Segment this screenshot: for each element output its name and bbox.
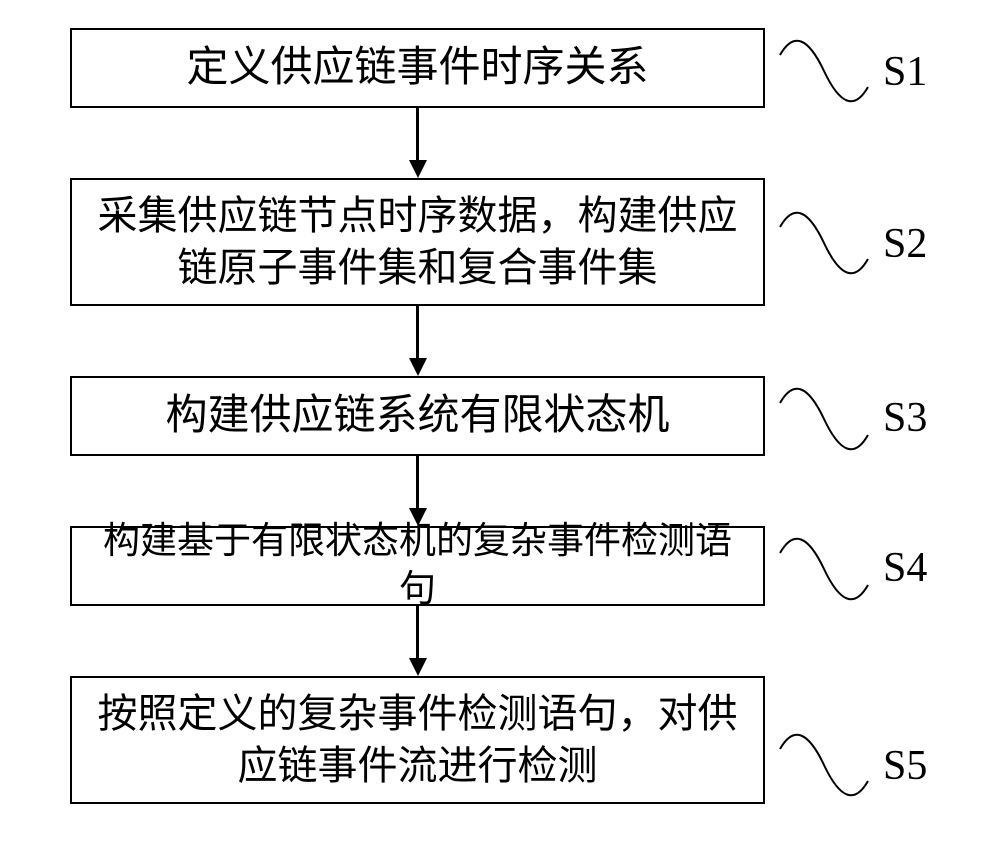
- arrow-3: [416, 456, 419, 508]
- step-text-s3: 构建供应链系统有限状态机: [165, 389, 669, 444]
- step-label-s3: S3: [883, 394, 927, 442]
- arrow-head-icon: [409, 358, 427, 376]
- wave-s5: [775, 724, 873, 806]
- step-box-s3: 构建供应链系统有限状态机: [70, 376, 765, 456]
- arrow-line: [416, 108, 419, 160]
- step-box-s4: 构建基于有限状态机的复杂事件检测语句: [70, 526, 765, 606]
- arrow-4: [416, 606, 419, 658]
- wave-s4: [775, 528, 873, 610]
- arrow-head-icon: [409, 658, 427, 676]
- wave-s2: [775, 202, 873, 284]
- arrow-line: [416, 606, 419, 658]
- arrow-1: [416, 108, 419, 160]
- arrow-2: [416, 306, 419, 358]
- arrow-line: [416, 306, 419, 358]
- arrow-line: [416, 456, 419, 508]
- step-text-s1: 定义供应链事件时序关系: [186, 41, 648, 96]
- step-label-s1: S1: [883, 48, 927, 96]
- wave-s3: [775, 378, 873, 460]
- arrow-head-icon: [409, 508, 427, 526]
- arrow-head-icon: [409, 160, 427, 178]
- step-box-s5: 按照定义的复杂事件检测语句，对供应链事件流进行检测: [70, 676, 765, 804]
- step-label-s2: S2: [883, 220, 927, 268]
- step-label-s4: S4: [883, 544, 927, 592]
- flowchart-container: 定义供应链事件时序关系 S1 采集供应链节点时序数据，构建供应链原子事件集和复合事件…: [0, 0, 1000, 859]
- step-box-s1: 定义供应链事件时序关系: [70, 28, 765, 108]
- step-text-s2: 采集供应链节点时序数据，构建供应链原子事件集和复合事件集: [92, 190, 743, 294]
- wave-s1: [775, 30, 873, 112]
- step-text-s4: 构建基于有限状态机的复杂事件检测语句: [92, 518, 743, 614]
- step-text-s5: 按照定义的复杂事件检测语句，对供应链事件流进行检测: [92, 688, 743, 792]
- step-box-s2: 采集供应链节点时序数据，构建供应链原子事件集和复合事件集: [70, 178, 765, 306]
- step-label-s5: S5: [883, 742, 927, 790]
